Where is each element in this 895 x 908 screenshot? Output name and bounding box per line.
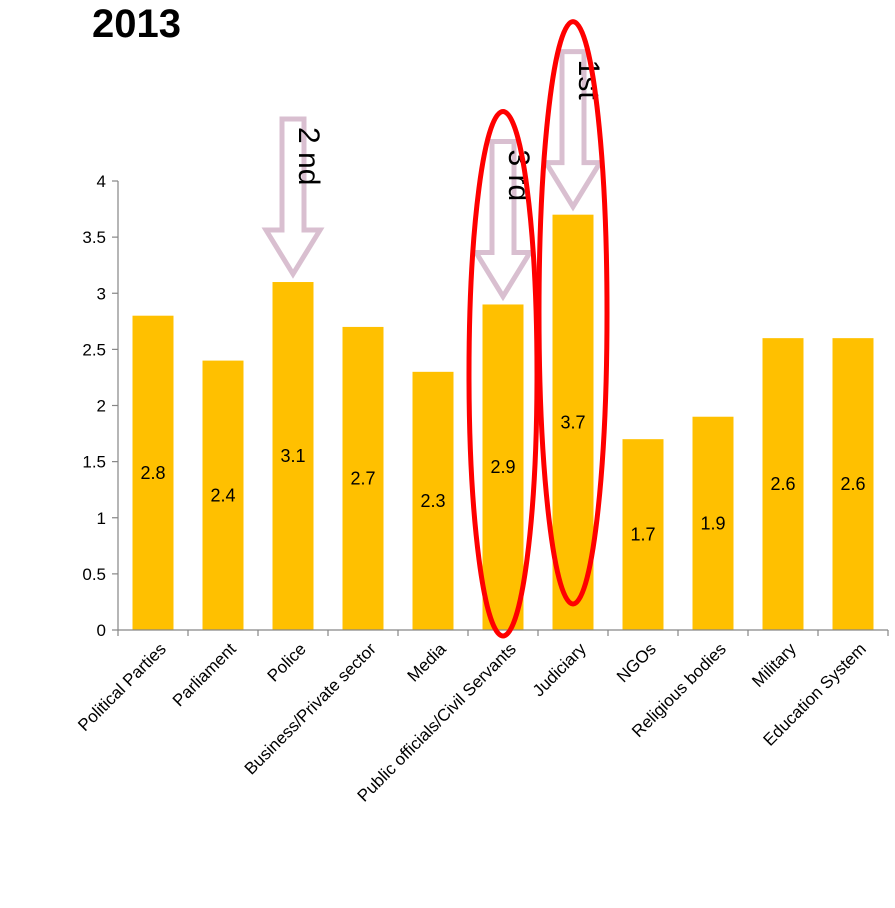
- bar: [342, 326, 384, 630]
- y-tick-label: 1.5: [82, 453, 106, 472]
- data-label: 2.7: [350, 468, 375, 488]
- bar: [692, 416, 734, 630]
- y-tick-label: 2.5: [82, 340, 106, 359]
- rank-annotation: 2 nd: [292, 127, 325, 185]
- x-tick-label: Judiciary: [529, 639, 590, 700]
- data-label: 2.9: [490, 457, 515, 477]
- x-tick-label: Political Parties: [74, 639, 170, 735]
- y-tick-label: 4: [97, 172, 106, 191]
- bar: [762, 338, 804, 630]
- data-label: 3.7: [560, 412, 585, 432]
- data-label: 1.7: [630, 525, 655, 545]
- data-label: 2.8: [140, 463, 165, 483]
- bar: [412, 371, 454, 630]
- y-tick-label: 3: [97, 284, 106, 303]
- x-tick-label: Media: [404, 639, 451, 686]
- bar: [832, 338, 874, 630]
- data-label: 2.6: [770, 474, 795, 494]
- y-tick-label: 0.5: [82, 565, 106, 584]
- x-tick-label: Business/Private sector: [241, 639, 380, 778]
- y-tick-label: 2: [97, 397, 106, 416]
- x-tick-label: Military: [748, 639, 800, 691]
- y-tick-label: 3.5: [82, 228, 106, 247]
- down-arrow-icon: [541, 49, 605, 212]
- highlight-ellipse: [466, 108, 540, 639]
- y-tick-label: 0: [97, 621, 106, 640]
- data-label: 3.1: [280, 446, 305, 466]
- bar: [622, 439, 664, 630]
- bar: [272, 282, 314, 630]
- data-label: 2.4: [210, 485, 235, 505]
- y-tick-label: 1: [97, 509, 106, 528]
- data-label: 2.3: [420, 491, 445, 511]
- bar: [552, 214, 594, 631]
- x-tick-label: Parliament: [169, 639, 240, 710]
- chart-title: 2013: [92, 2, 181, 46]
- bars-group: [132, 214, 874, 631]
- down-arrow-icon: [471, 138, 535, 302]
- data-label: 2.6: [840, 474, 865, 494]
- highlight-ellipse: [536, 19, 610, 607]
- bar: [202, 360, 244, 630]
- down-arrow-icon: [261, 116, 325, 279]
- bar: [482, 304, 524, 630]
- x-tick-label: NGOs: [613, 639, 660, 686]
- x-tick-label: Police: [264, 639, 310, 685]
- bar: [132, 315, 174, 630]
- labels-group: 2.8 2.4 3.1 2.7 2.3 2.9 3.7 1.7 1.9 2.6 2.6: [140, 412, 865, 544]
- rank-annotation: 1st: [572, 60, 605, 101]
- data-label: 1.9: [700, 513, 725, 533]
